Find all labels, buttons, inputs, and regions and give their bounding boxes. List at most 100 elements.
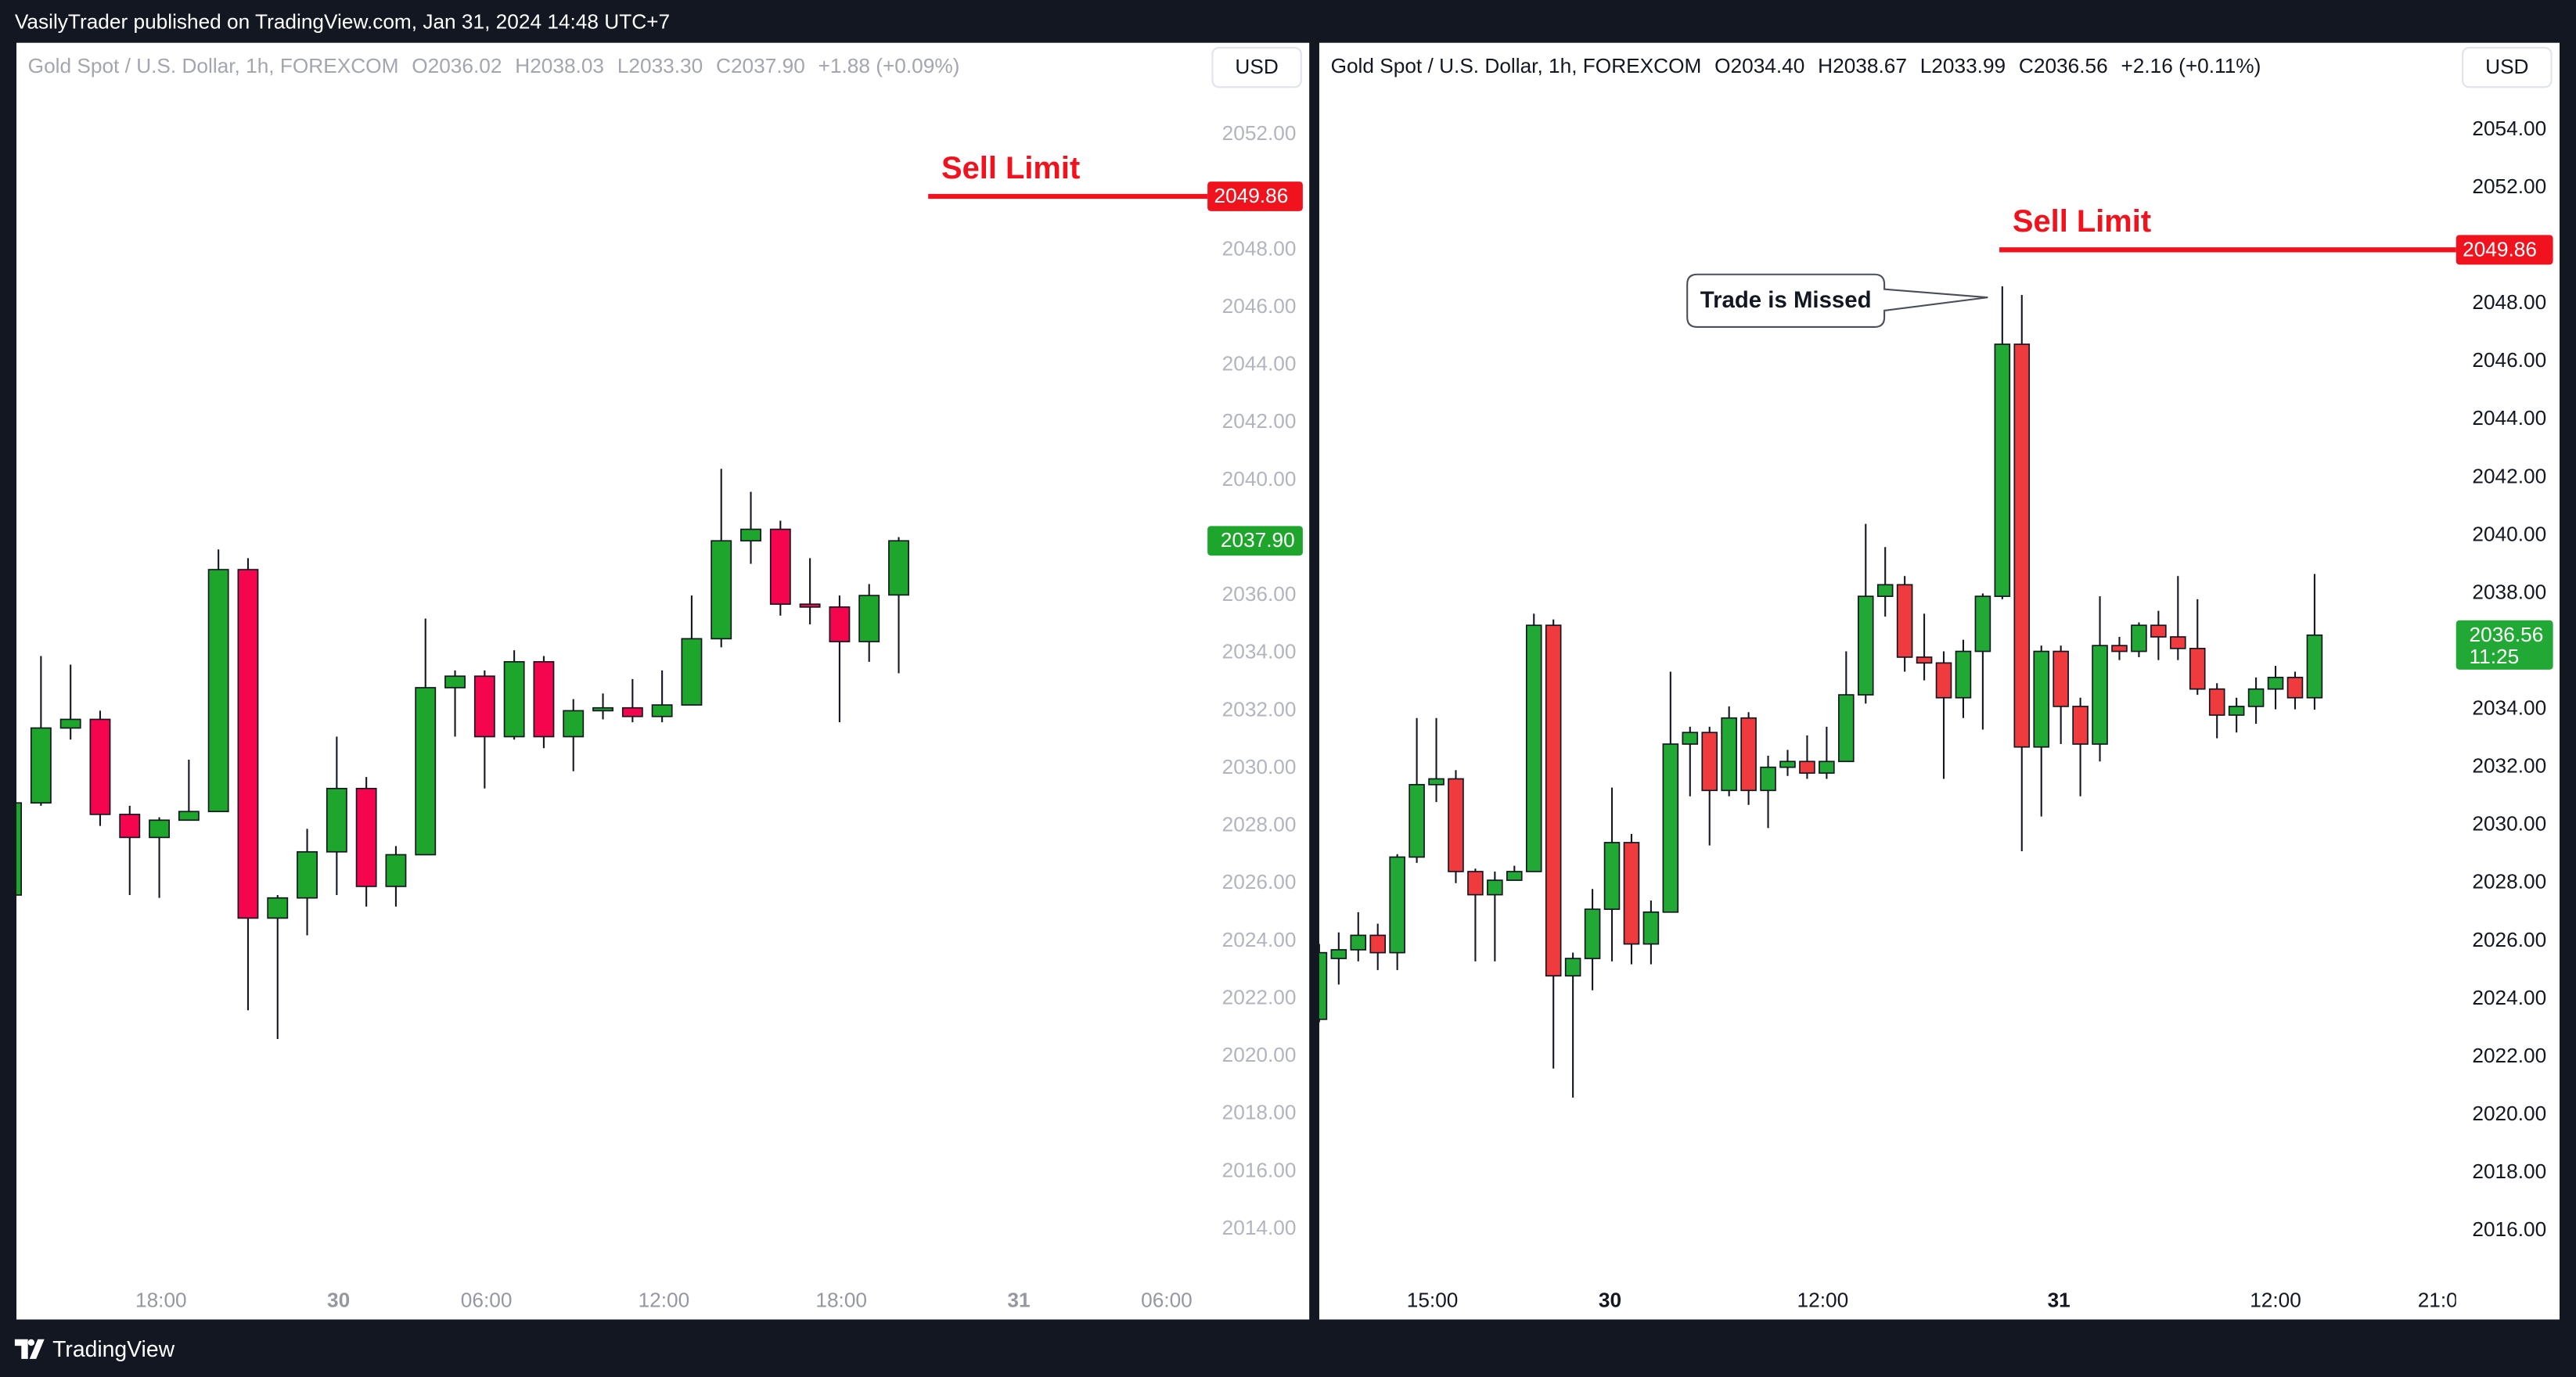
candle-body (297, 850, 318, 899)
candle-body (1584, 908, 1601, 959)
legend: Gold Spot / U.S. Dollar, 1h, FOREXCOM O20… (1331, 54, 2261, 77)
legend-symbol: Gold Spot / U.S. Dollar, 1h, FOREXCOM (1331, 54, 1702, 77)
candle-body (89, 718, 111, 815)
candle-body (2247, 688, 2265, 707)
candle-body (563, 710, 585, 738)
candle-body (1994, 343, 2011, 598)
callout-bubble (1686, 273, 1988, 328)
y-tick-label: 2054.00 (2472, 117, 2546, 140)
candles (16, 469, 909, 1040)
candle-body (2131, 624, 2147, 653)
y-tick-label: 2018.00 (1222, 1101, 1297, 1124)
candle-body (829, 606, 851, 642)
candle-body (2306, 634, 2323, 699)
candle-body (1448, 778, 1464, 872)
candle-body (1603, 842, 1621, 910)
legend: Gold Spot / U.S. Dollar, 1h, FOREXCOM O20… (28, 54, 960, 77)
candle-body (2111, 645, 2128, 653)
y-tick-label: 2048.00 (2472, 290, 2546, 314)
candle-body (888, 540, 909, 596)
candle-body (1564, 958, 1581, 977)
y-tick-label: 2024.00 (2472, 986, 2546, 1009)
x-tick-label: 30 (1599, 1288, 1621, 1311)
y-tick-label: 2046.00 (1222, 294, 1297, 318)
last-price-label: 2036.56 (2470, 623, 2544, 646)
candle-body (1389, 856, 1405, 954)
legend-item: H2038.67 (1818, 54, 1907, 77)
y-tick-label: 2040.00 (1222, 467, 1297, 491)
y-tick-label: 2036.00 (1222, 582, 1297, 606)
y-tick-label: 2048.00 (1222, 236, 1297, 260)
candle-body (207, 569, 229, 813)
candle-body (1799, 760, 1815, 774)
candle-body (533, 660, 555, 738)
candle-body (2170, 636, 2186, 649)
last-price-tag (2455, 620, 2553, 670)
candle-body (1779, 760, 1796, 768)
candle-body (2267, 677, 2284, 690)
y-tick-label: 2034.00 (1222, 640, 1297, 663)
candle-body (1506, 871, 1523, 881)
candle-body (326, 787, 347, 853)
candle-body (2053, 650, 2069, 707)
y-tick-label: 2026.00 (2472, 928, 2546, 951)
legend-item: C2036.56 (2019, 54, 2108, 77)
candle-body (119, 814, 141, 839)
legend-item: L2033.30 (617, 54, 703, 77)
legend-item: +2.16 (+0.11%) (2121, 54, 2261, 77)
y-tick-label: 2032.00 (1222, 697, 1297, 721)
candle-body (267, 897, 289, 919)
y-tick-label: 2026.00 (1222, 870, 1297, 893)
candle-body (237, 569, 259, 919)
candle-body (473, 675, 495, 738)
candle-body (1467, 871, 1484, 896)
last-price-tag (1207, 526, 1303, 556)
candle-body (711, 540, 732, 640)
legend-item: H2038.03 (515, 54, 604, 77)
y-tick-label: 2028.00 (1222, 813, 1297, 836)
logo (14, 1339, 45, 1359)
y-tick-label: 2022.00 (2472, 1044, 2546, 1067)
sell-limit-label: Sell Limit (941, 151, 1080, 185)
footer: TradingView (52, 1337, 174, 1362)
candle-body (1330, 949, 1347, 959)
price-tag (1207, 182, 1303, 211)
y-tick-label: 2042.00 (1222, 409, 1297, 433)
candle-body (503, 660, 525, 738)
candle-body (1935, 662, 1952, 699)
y-tick-label: 2040.00 (2472, 522, 2546, 545)
legend-item: C2037.90 (716, 54, 805, 77)
candle-body (385, 854, 407, 887)
x-axis: 15:00 30 12:00 31 12:00 21:00 (1407, 1288, 2456, 1311)
currency: USD (2485, 55, 2528, 78)
legend-symbol: Gold Spot / U.S. Dollar, 1h, FOREXCOM (28, 54, 399, 77)
x-tick-label: 12:00 (1797, 1288, 1849, 1311)
last-price-label: 2037.90 (1221, 528, 1295, 552)
candle-body (1916, 656, 1933, 664)
candle-body (1760, 766, 1776, 792)
y-tick-label: 2044.00 (1222, 352, 1297, 376)
candle-body (16, 802, 23, 896)
x-tick-label: 12:00 (639, 1288, 690, 1311)
candle-body (1896, 584, 1913, 658)
y-tick-label: 2014.00 (1222, 1216, 1297, 1239)
candle-body (740, 528, 761, 542)
candle-body (1682, 732, 1699, 745)
y-tick-label: 2016.00 (2472, 1217, 2546, 1241)
candle-body (1955, 650, 1972, 699)
y-tick-label: 2030.00 (2472, 812, 2546, 836)
y-tick-label: 2028.00 (2472, 870, 2546, 893)
currency-box (1211, 46, 1302, 88)
countdown: 11:25 (2470, 645, 2520, 668)
legend-item: +1.88 (+0.09%) (818, 54, 960, 77)
legend-item: O2034.40 (1714, 54, 1804, 77)
candle-body (1701, 732, 1718, 792)
x-tick-label: 30 (327, 1288, 350, 1311)
candle-body (2033, 650, 2050, 748)
candle-body (681, 638, 703, 706)
candle-body (1623, 842, 1640, 945)
x-tick-label: 18:00 (135, 1288, 187, 1311)
candle-body (858, 595, 880, 642)
